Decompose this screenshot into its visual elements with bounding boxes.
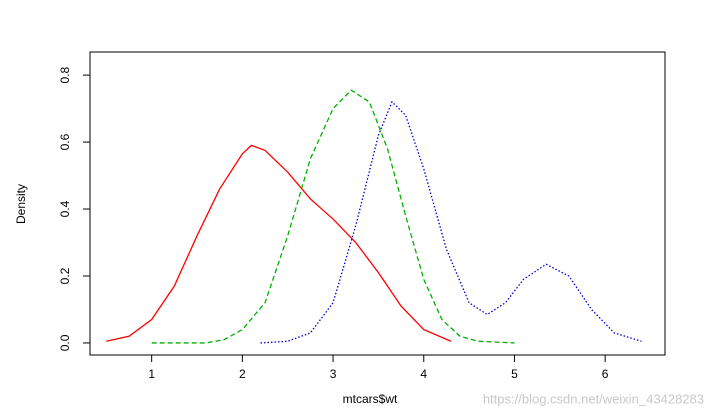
x-tick-label: 2 [239,367,246,381]
density-line [106,144,452,342]
plot-frame [89,51,666,356]
x-tick-label: 6 [602,367,609,381]
x-tick-label: 3 [330,367,337,381]
watermark: https://blog.csdn.net/weixin_43428283 [483,391,704,406]
y-tick-label: 0.4 [58,200,72,217]
y-axis-label: Density [14,184,28,224]
x-tick-label: 1 [148,367,155,381]
x-tick-label: 5 [511,367,518,381]
x-axis-label: mtcars$wt [343,392,398,406]
density-line [260,100,642,344]
density-line [151,89,515,344]
y-tick-label: 0.0 [58,334,72,351]
y-tick-label: 0.8 [58,66,72,83]
x-tick-label: 4 [420,367,427,381]
y-tick-label: 0.6 [58,133,72,150]
y-tick-label: 0.2 [58,267,72,284]
